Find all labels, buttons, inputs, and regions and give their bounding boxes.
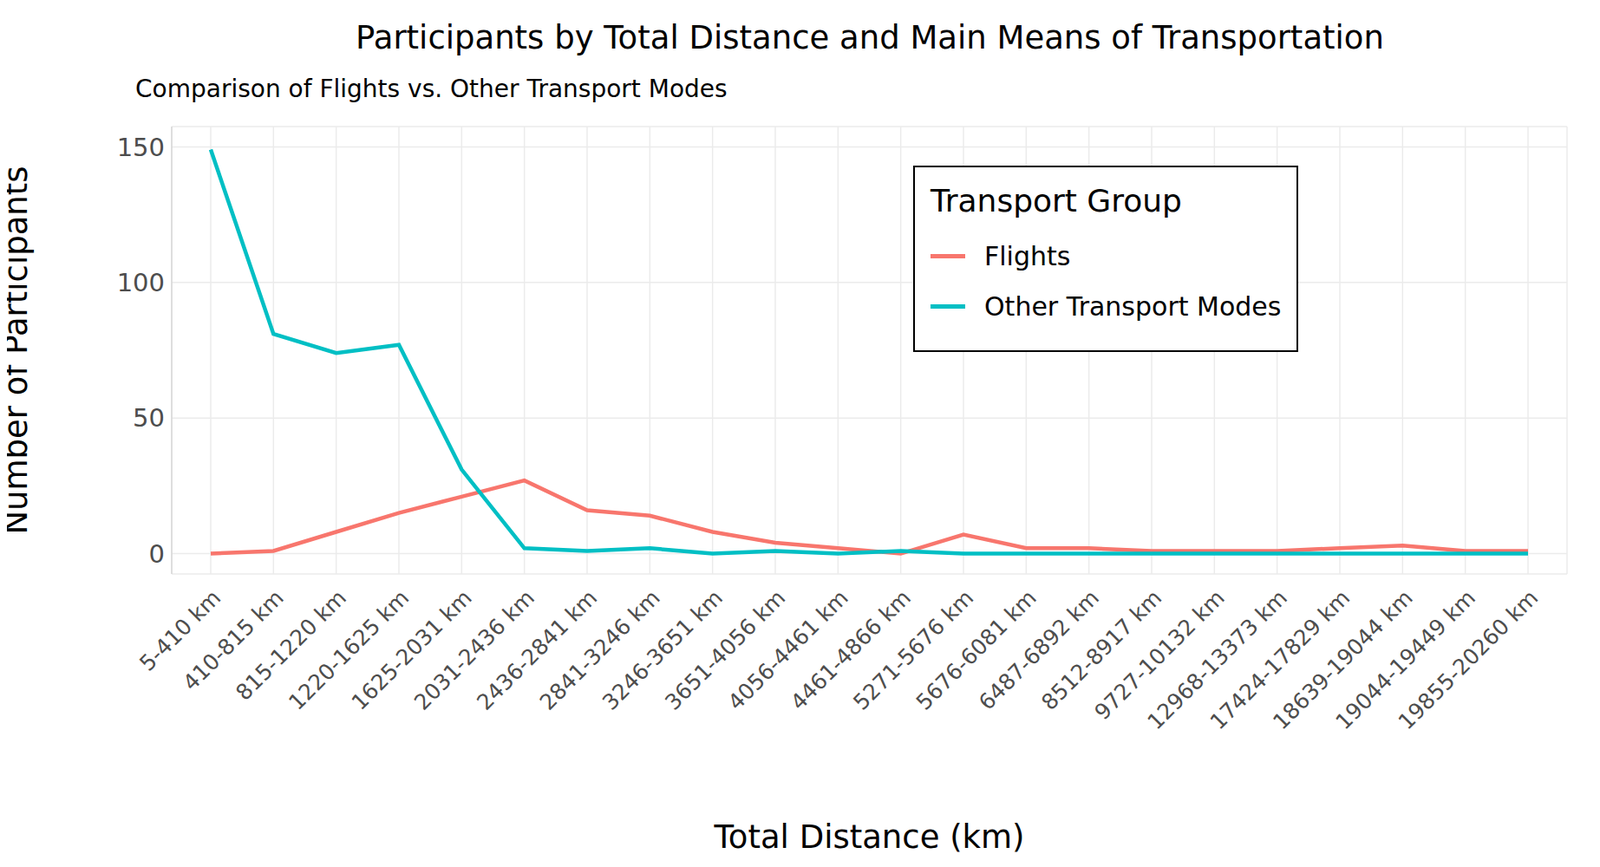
svg-text:150: 150 xyxy=(117,132,165,163)
svg-text:1625-2031 km: 1625-2031 km xyxy=(346,585,477,716)
svg-text:2841-3246 km: 2841-3246 km xyxy=(534,585,665,716)
svg-text:100: 100 xyxy=(117,267,165,298)
svg-text:Number of Participants: Number of Participants xyxy=(6,165,35,535)
svg-text:5676-6081 km: 5676-6081 km xyxy=(911,585,1042,716)
svg-text:12968-13373 km: 12968-13373 km xyxy=(1142,585,1293,735)
svg-text:2031-2436 km: 2031-2436 km xyxy=(409,585,540,716)
svg-text:19855-20260 km: 19855-20260 km xyxy=(1393,585,1543,735)
svg-text:2436-2841 km: 2436-2841 km xyxy=(472,585,603,716)
svg-text:3651-4056 km: 3651-4056 km xyxy=(660,585,791,716)
svg-text:8512-8917 km: 8512-8917 km xyxy=(1036,585,1167,716)
html-text:Transport Group: Transport Group xyxy=(930,182,1183,219)
svg-text:4461-4866 km: 4461-4866 km xyxy=(785,585,916,716)
html-text:Flights: Flights xyxy=(984,240,1071,272)
svg-text:410-815 km: 410-815 km xyxy=(177,585,289,696)
svg-text:Total Distance (km): Total Distance (km) xyxy=(712,818,1025,856)
html-text:Comparison of Flights vs. Othe: Comparison of Flights vs. Other Transpor… xyxy=(135,74,728,104)
svg-text:18639-19044 km: 18639-19044 km xyxy=(1268,585,1418,735)
svg-text:5-410 km: 5-410 km xyxy=(134,585,226,677)
svg-text:19044-19449 km: 19044-19449 km xyxy=(1330,585,1481,735)
svg-text:1220-1625 km: 1220-1625 km xyxy=(283,585,414,716)
svg-text:0: 0 xyxy=(149,539,165,569)
svg-text:50: 50 xyxy=(132,403,165,433)
html-text:Participants by Total Distance: Participants by Total Distance and Main … xyxy=(355,19,1384,57)
html-text:Other Transport Modes: Other Transport Modes xyxy=(984,290,1282,322)
svg-text:9727-10132 km: 9727-10132 km xyxy=(1089,585,1230,725)
svg-text:6487-6892 km: 6487-6892 km xyxy=(973,585,1104,716)
svg-text:5271-5676 km: 5271-5676 km xyxy=(848,585,979,716)
svg-text:815-1220 km: 815-1220 km xyxy=(230,585,352,706)
svg-text:17424-17829 km: 17424-17829 km xyxy=(1205,585,1355,735)
svg-text:4056-4461 km: 4056-4461 km xyxy=(722,585,853,716)
svg-text:3246-3651 km: 3246-3651 km xyxy=(597,585,728,716)
